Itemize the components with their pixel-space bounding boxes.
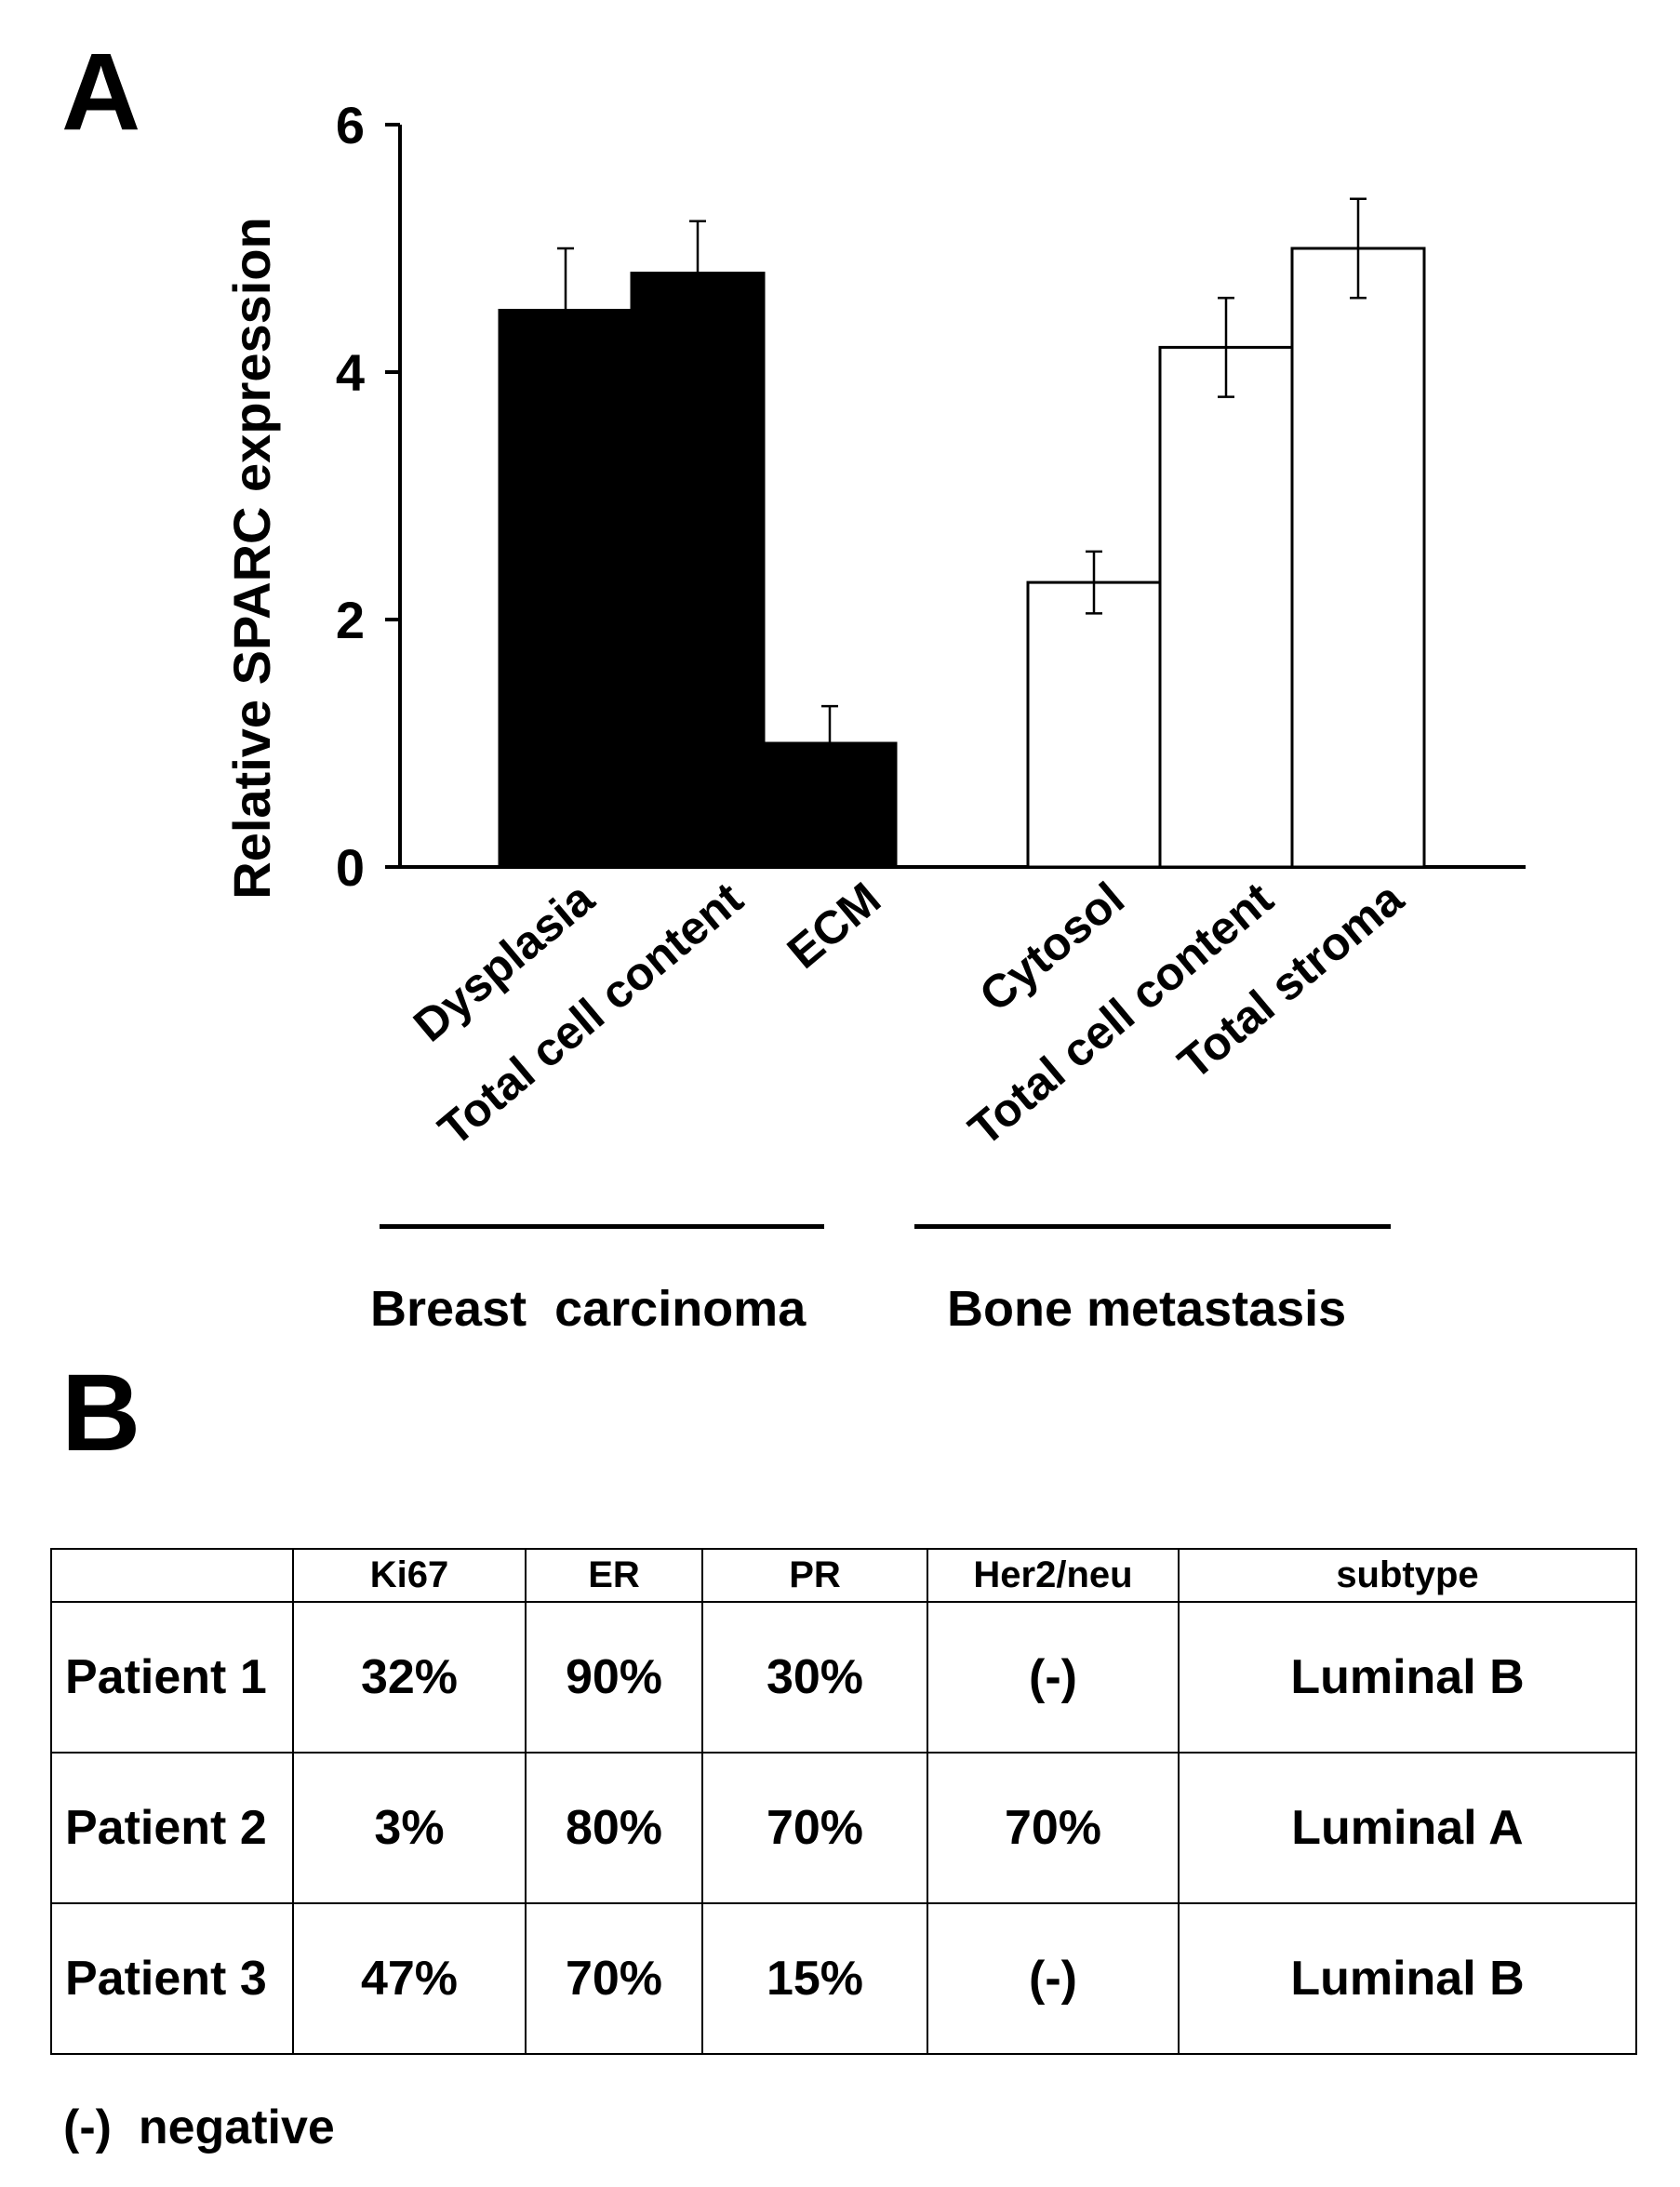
table-cell: Luminal A xyxy=(1178,1752,1637,1904)
bars xyxy=(498,247,1426,869)
table-cell: 30% xyxy=(701,1601,928,1754)
table-cell: 47% xyxy=(292,1902,527,2055)
y-tick-label: 4 xyxy=(336,343,365,402)
table-header-cell: PR xyxy=(701,1548,928,1603)
table-cell: 3% xyxy=(292,1752,527,1904)
bar xyxy=(762,741,898,869)
table-cell: 15% xyxy=(701,1902,928,2055)
table-cell: (-) xyxy=(927,1902,1180,2055)
bar xyxy=(1026,580,1162,869)
table-header-row: Ki67 ER PR Her2/neu subtype xyxy=(50,1548,1637,1603)
table-cell: 70% xyxy=(927,1752,1180,1904)
table-cell: (-) xyxy=(927,1601,1180,1754)
table-row-header: Patient 1 xyxy=(50,1601,294,1754)
table-header-cell: Ki67 xyxy=(292,1548,527,1603)
table-cell: Luminal B xyxy=(1178,1902,1637,2055)
table-row-header: Patient 2 xyxy=(50,1752,294,1904)
group-label-bone: Bone metastasis xyxy=(947,1281,1347,1337)
table-row: Patient 1 32% 90% 30% (-) Luminal B xyxy=(50,1601,1637,1754)
group-label-breast: Breast carcinoma xyxy=(370,1281,807,1337)
table-header-cell: Her2/neu xyxy=(927,1548,1180,1603)
table-header-cell: ER xyxy=(525,1548,703,1603)
y-axis-label: Relative SPARC expression xyxy=(222,217,281,899)
table-header-cell: subtype xyxy=(1178,1548,1637,1603)
error-bars xyxy=(557,197,1367,743)
y-tick-label: 0 xyxy=(336,838,365,897)
table-cell: 90% xyxy=(525,1601,703,1754)
bar xyxy=(1290,247,1426,869)
table-cell: 70% xyxy=(701,1752,928,1904)
bar xyxy=(630,272,766,869)
footnote: (-) negative xyxy=(63,2100,335,2154)
group-line-bone xyxy=(914,1224,1391,1229)
panel-label-b: B xyxy=(61,1352,141,1474)
table-cell: 70% xyxy=(525,1902,703,2055)
patient-table: Ki67 ER PR Her2/neu subtype Patient 1 32… xyxy=(50,1548,1637,2055)
table-cell: 80% xyxy=(525,1752,703,1904)
table-row-header: Patient 3 xyxy=(50,1902,294,2055)
table-cell: Luminal B xyxy=(1178,1601,1637,1754)
table-row: Patient 3 47% 70% 15% (-) Luminal B xyxy=(50,1902,1637,2055)
panel-label-a: A xyxy=(61,31,141,153)
y-tick-label: 2 xyxy=(336,591,365,649)
table-cell: 32% xyxy=(292,1601,527,1754)
x-tick-label: Total stroma xyxy=(1168,872,1414,1089)
y-tick-label: 6 xyxy=(336,96,365,154)
group-line-breast xyxy=(380,1224,824,1229)
bar xyxy=(498,309,633,869)
table-header-cell xyxy=(50,1548,294,1603)
table-row: Patient 2 3% 80% 70% 70% Luminal A xyxy=(50,1752,1637,1904)
x-tick-label: ECM xyxy=(778,873,890,979)
bar xyxy=(1158,345,1294,869)
